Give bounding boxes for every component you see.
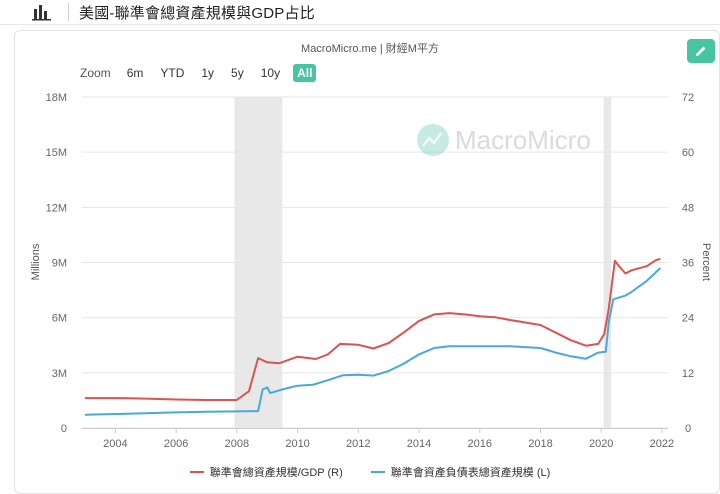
right-tick-label: 72 [682, 92, 694, 104]
watermark-text: MacroMicro [455, 125, 591, 155]
right-tick-label: 60 [682, 147, 694, 159]
header-divider [68, 3, 69, 21]
x-tick-label: 2008 [225, 438, 249, 450]
range-selector: Zoom 6m YTD 1y 5y 10y All [80, 64, 325, 82]
pencil-icon [696, 46, 706, 56]
zoom-label: Zoom [80, 66, 111, 80]
header-bar: 美國-聯準會總資產規模與GDP占比 [0, 0, 720, 25]
left-tick-label: 0 [61, 423, 67, 435]
range-button-10y[interactable]: 10y [260, 66, 281, 80]
left-tick-label: 15M [46, 147, 67, 159]
legend-swatch-total-assets [370, 471, 385, 473]
page-title: 美國-聯準會總資產規模與GDP占比 [79, 4, 315, 22]
legend-swatch-gdp-ratio [189, 471, 204, 473]
range-button-1y[interactable]: 1y [201, 66, 215, 80]
left-tick-label: 6M [52, 313, 67, 325]
range-button-5y[interactable]: 5y [231, 66, 244, 80]
bar-chart-icon [32, 5, 51, 21]
range-button-ytd[interactable]: YTD [160, 66, 185, 80]
legend-item-total-assets[interactable]: 聯準會資產負債表總資產規模 (L) [370, 464, 551, 480]
x-tick-label: 2020 [589, 438, 613, 450]
left-axis-title: Millions [30, 243, 42, 280]
x-tick-label: 2022 [650, 438, 674, 450]
left-tick-label: 9M [52, 258, 67, 270]
x-tick-label: 2016 [468, 438, 492, 450]
x-tick-label: 2010 [285, 438, 309, 450]
series-line-gdp-ratio [85, 257, 661, 401]
legend-label-total-assets: 聯準會資產負債表總資產規模 (L) [390, 467, 551, 479]
chart-legend: 聯準會總資產規模/GDP (R) 聯準會資產負債表總資產規模 (L) [0, 464, 720, 480]
left-tick-label: 18M [46, 92, 67, 104]
x-tick-label: 2006 [164, 438, 188, 450]
legend-label-gdp-ratio: 聯準會總資產規模/GDP (R) [209, 467, 343, 479]
x-tick-label: 2004 [103, 438, 127, 450]
right-tick-label: 36 [682, 258, 694, 270]
series-line-total-assets [84, 267, 662, 416]
legend-item-gdp-ratio[interactable]: 聯準會總資產規模/GDP (R) [189, 464, 343, 480]
watermark: MacroMicro [417, 124, 591, 156]
x-tick-label: 2014 [407, 438, 431, 450]
left-tick-label: 12M [46, 202, 67, 214]
source-line: MacroMicro.me | 財經M平方 [301, 43, 439, 55]
range-button-6m[interactable]: 6m [126, 66, 144, 80]
right-tick-label: 24 [682, 313, 694, 325]
edit-button[interactable] [687, 39, 715, 63]
left-tick-label: 3M [52, 368, 67, 380]
right-tick-label: 0 [685, 423, 691, 435]
x-tick-label: 2012 [346, 438, 370, 450]
right-tick-label: 12 [682, 368, 694, 380]
range-button-all[interactable]: All [293, 64, 317, 82]
right-tick-label: 48 [682, 202, 694, 214]
right-axis-title: Percent [700, 243, 712, 281]
x-tick-label: 2018 [528, 438, 552, 450]
